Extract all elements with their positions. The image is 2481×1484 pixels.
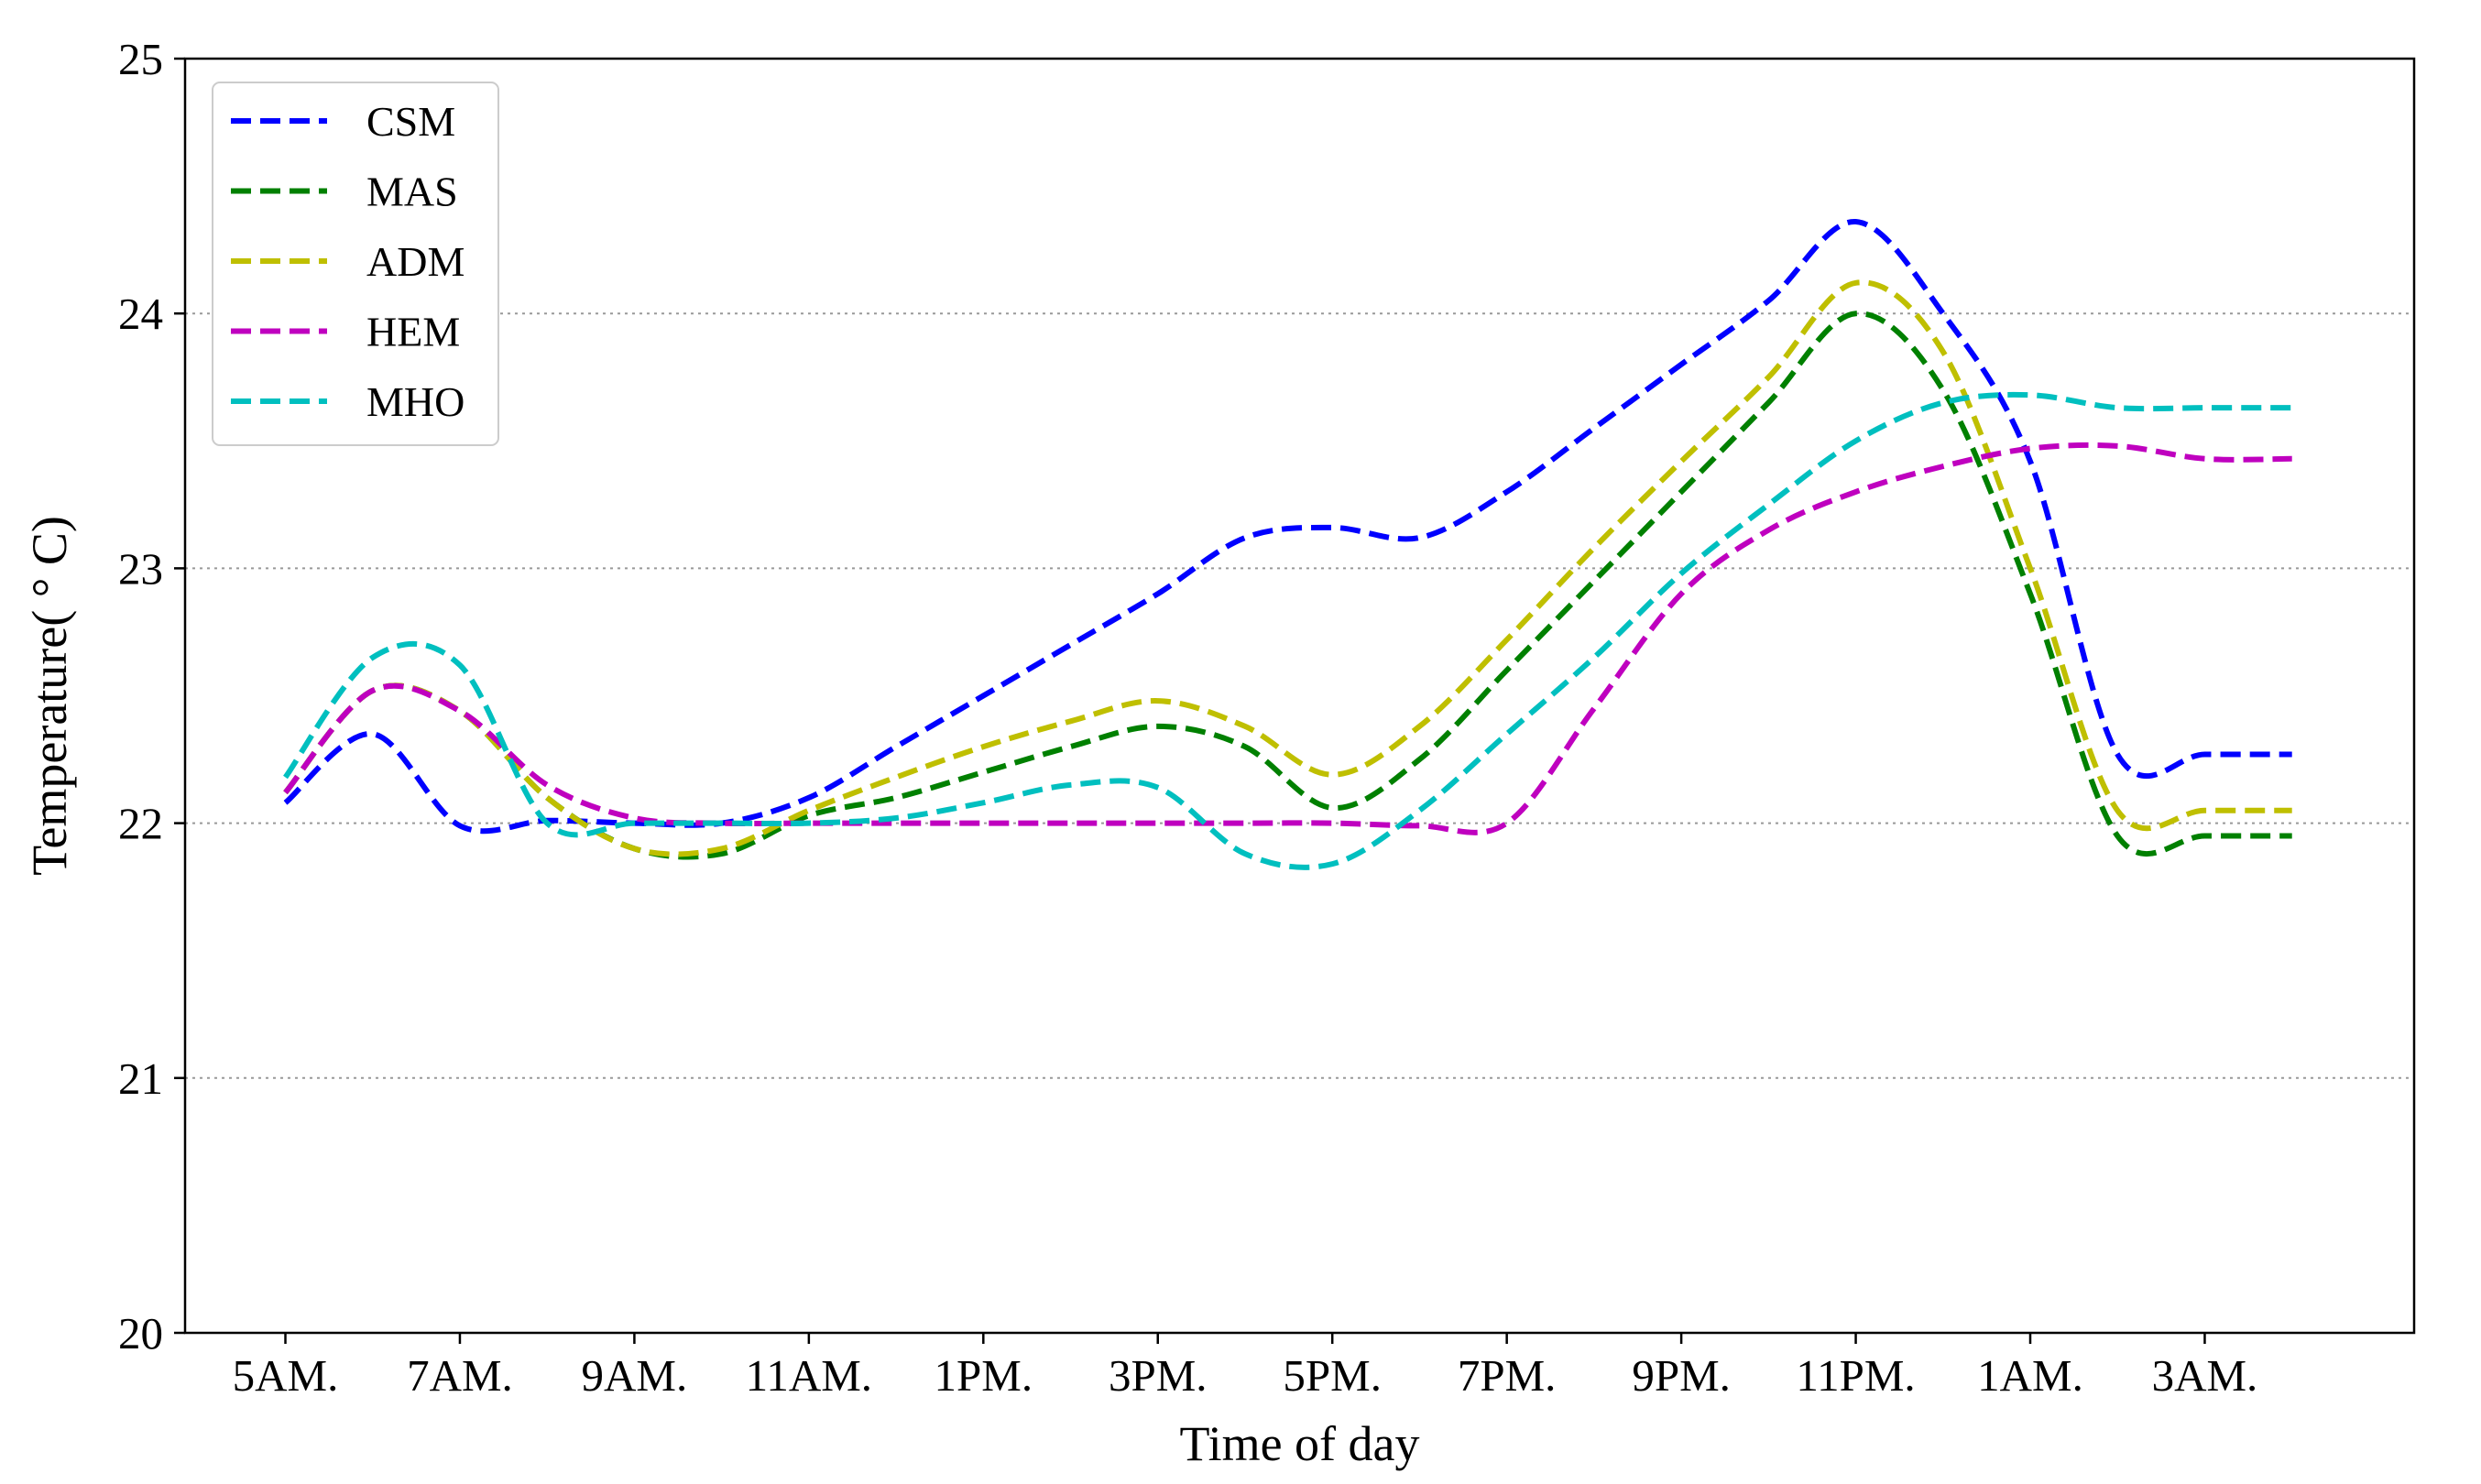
x-tick-label: 11PM. bbox=[1796, 1350, 1915, 1401]
legend-box bbox=[212, 82, 499, 446]
series-lines bbox=[283, 219, 2292, 870]
y-tick-label: 25 bbox=[118, 34, 163, 84]
x-tick-label: 9PM. bbox=[1632, 1350, 1731, 1401]
x-tick-label: 3AM. bbox=[2152, 1350, 2258, 1401]
x-tick-label: 7AM. bbox=[407, 1350, 513, 1401]
grid-lines bbox=[185, 312, 2414, 1079]
x-tick-label: 11AM. bbox=[746, 1350, 872, 1401]
y-tick-label: 21 bbox=[118, 1053, 163, 1104]
x-tick-label: 3PM. bbox=[1109, 1350, 1208, 1401]
y-tick-label: 23 bbox=[118, 543, 163, 594]
legend-label-mas: MAS bbox=[366, 169, 458, 215]
legend-label-adm: ADM bbox=[366, 238, 465, 285]
y-tick-label: 20 bbox=[118, 1308, 163, 1359]
x-axis-ticks: 5AM. 7AM. 9AM. 11AM. 1PM. 3PM. 5PM. 7PM. 9PM. 11P… bbox=[233, 1333, 2258, 1401]
x-tick-label: 1PM. bbox=[934, 1350, 1033, 1401]
legend-label-hem: HEM bbox=[366, 309, 460, 355]
legend-items: CSM MAS ADM HEM MHO bbox=[231, 98, 465, 425]
x-tick-label: 5PM. bbox=[1283, 1350, 1382, 1401]
series-line-hem bbox=[283, 442, 2292, 835]
plot-frame bbox=[183, 57, 2416, 1335]
series-line-csm bbox=[283, 219, 2292, 835]
y-tick-label: 22 bbox=[118, 799, 163, 849]
series-line-mho bbox=[283, 391, 2292, 870]
legend-label-csm: CSM bbox=[366, 98, 455, 145]
legend: CSM MAS ADM HEM MHO bbox=[212, 82, 499, 446]
x-axis-label: Time of day bbox=[1179, 1416, 1419, 1471]
y-axis-label: Temperature( ° C) bbox=[22, 516, 77, 876]
x-tick-label: 1AM. bbox=[1977, 1350, 2083, 1401]
series-line-adm bbox=[283, 279, 2292, 857]
y-tick-label: 24 bbox=[118, 289, 163, 339]
x-tick-label: 7PM. bbox=[1458, 1350, 1557, 1401]
legend-label-mho: MHO bbox=[366, 378, 465, 425]
y-axis-ticks: 20 21 22 23 24 25 bbox=[118, 34, 185, 1359]
x-tick-label: 5AM. bbox=[233, 1350, 339, 1401]
x-tick-label: 9AM. bbox=[582, 1350, 688, 1401]
